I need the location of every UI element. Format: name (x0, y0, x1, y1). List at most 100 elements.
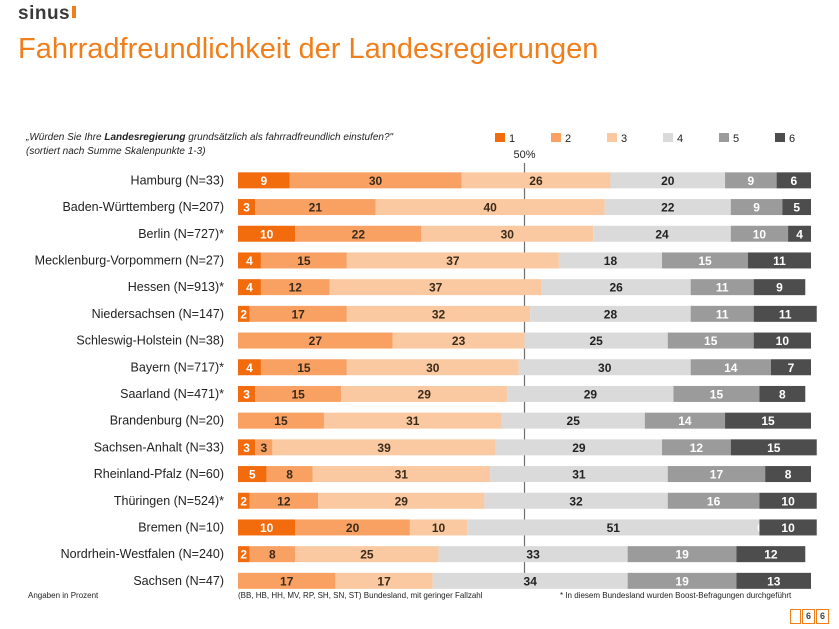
legend-label-2: 2 (565, 133, 571, 145)
bar-segment-2 (295, 225, 422, 242)
data-label: 21 (309, 201, 323, 215)
data-label: 2 (240, 307, 247, 321)
data-label: 15 (698, 254, 712, 268)
bar-segment-3 (312, 466, 491, 483)
bar-segment-5 (690, 279, 754, 296)
data-label: 20 (661, 174, 675, 188)
bar-segment-5 (690, 359, 771, 376)
data-label: 22 (661, 201, 675, 215)
data-label: 17 (710, 468, 724, 482)
data-label: 2 (240, 548, 247, 562)
footer-units: Angaben in Prozent (28, 591, 99, 600)
bar-segment-4 (541, 279, 691, 296)
legend-swatch-1 (495, 133, 505, 142)
data-label: 10 (753, 227, 767, 241)
bar-segment-5 (690, 305, 754, 322)
bar-segment-3 (421, 225, 594, 242)
data-label: 31 (395, 468, 409, 482)
data-label: 40 (483, 201, 497, 215)
bar-segment-3 (295, 546, 439, 563)
bar-segment-1 (238, 546, 250, 563)
data-label: 10 (781, 521, 795, 535)
data-label: 17 (377, 574, 391, 588)
data-label: 9 (747, 174, 754, 188)
bar-segment-2 (266, 466, 313, 483)
bar-segment-2 (249, 546, 296, 563)
data-label: 10 (432, 521, 446, 535)
category-label: Hessen (N=913)* (128, 280, 224, 294)
page-number: 6 6 (790, 609, 829, 624)
category-label: Rheinland-Pfalz (N=60) (94, 467, 224, 481)
data-label: 15 (291, 387, 305, 401)
category-label: Niedersachsen (N=147) (92, 307, 224, 321)
bar-segment-4 (501, 412, 645, 429)
bar-segment-6 (747, 252, 811, 269)
data-label: 37 (429, 281, 443, 295)
bar-segment-2 (260, 359, 347, 376)
data-label: 26 (529, 174, 543, 188)
data-label: 15 (704, 334, 718, 348)
data-label: 2 (240, 494, 247, 508)
data-label: 15 (274, 414, 288, 428)
data-label: 29 (584, 387, 598, 401)
bar-segment-6 (759, 519, 817, 536)
bar-segment-3 (272, 439, 496, 456)
bar-segment-2 (255, 199, 376, 216)
data-label: 8 (779, 387, 786, 401)
bar-segment-5 (627, 572, 737, 589)
bar-segment-5 (644, 412, 726, 429)
bar-segment-5 (627, 546, 737, 563)
category-label: Mecklenburg-Vorpommern (N=27) (35, 253, 224, 267)
category-label: Baden-Württemberg (N=207) (62, 200, 224, 214)
category-label: Bremen (N=10) (138, 520, 224, 534)
bar-segment-4 (432, 572, 628, 589)
category-label: Berlin (N=727)* (138, 227, 224, 241)
legend-swatch-6 (775, 133, 785, 142)
legend-label-1: 1 (509, 133, 515, 145)
data-label: 12 (690, 441, 704, 455)
page-number-digit-dup: 6 (816, 609, 829, 624)
data-label: 30 (501, 227, 515, 241)
data-label: 3 (243, 441, 250, 455)
bar-segment-2 (295, 519, 410, 536)
data-label: 25 (567, 414, 581, 428)
bar-segment-2 (238, 572, 336, 589)
data-label: 10 (776, 334, 790, 348)
data-label: 37 (446, 254, 460, 268)
bar-segment-1 (238, 385, 256, 402)
bar-segment-6 (765, 466, 811, 483)
category-label: Sachsen-Anhalt (N=33) (94, 440, 224, 454)
data-label: 27 (309, 334, 323, 348)
bar-segment-2 (255, 439, 273, 456)
data-label: 51 (607, 521, 621, 535)
data-label: 17 (280, 574, 294, 588)
data-label: 15 (710, 387, 724, 401)
legend-swatch-4 (663, 133, 673, 142)
bar-segment-3 (375, 199, 605, 216)
bar-segment-4 (524, 332, 668, 349)
bar-segment-6 (759, 492, 817, 509)
data-label: 11 (716, 307, 729, 321)
bar-segment-1 (238, 279, 261, 296)
bar-segment-1 (238, 492, 250, 509)
data-label: 12 (277, 494, 291, 508)
data-label: 4 (246, 361, 253, 375)
bar-segment-6 (753, 279, 806, 296)
bar-segment-3 (329, 279, 542, 296)
bar-segment-6 (770, 359, 811, 376)
bar-segment-4 (610, 172, 726, 189)
reference-line-label: 50% (513, 149, 535, 161)
bar-segment-6 (736, 546, 806, 563)
bar-segment-6 (725, 412, 811, 429)
bar-segment-4 (593, 225, 731, 242)
page-box (790, 609, 801, 624)
data-label: 20 (346, 521, 360, 535)
data-label: 33 (526, 548, 540, 562)
category-label: Saarland (N=471)* (120, 387, 224, 401)
data-label: 15 (297, 361, 311, 375)
data-label: 9 (260, 174, 267, 188)
bar-segment-1 (238, 225, 296, 242)
data-label: 26 (610, 281, 624, 295)
bar-segment-3 (323, 412, 502, 429)
